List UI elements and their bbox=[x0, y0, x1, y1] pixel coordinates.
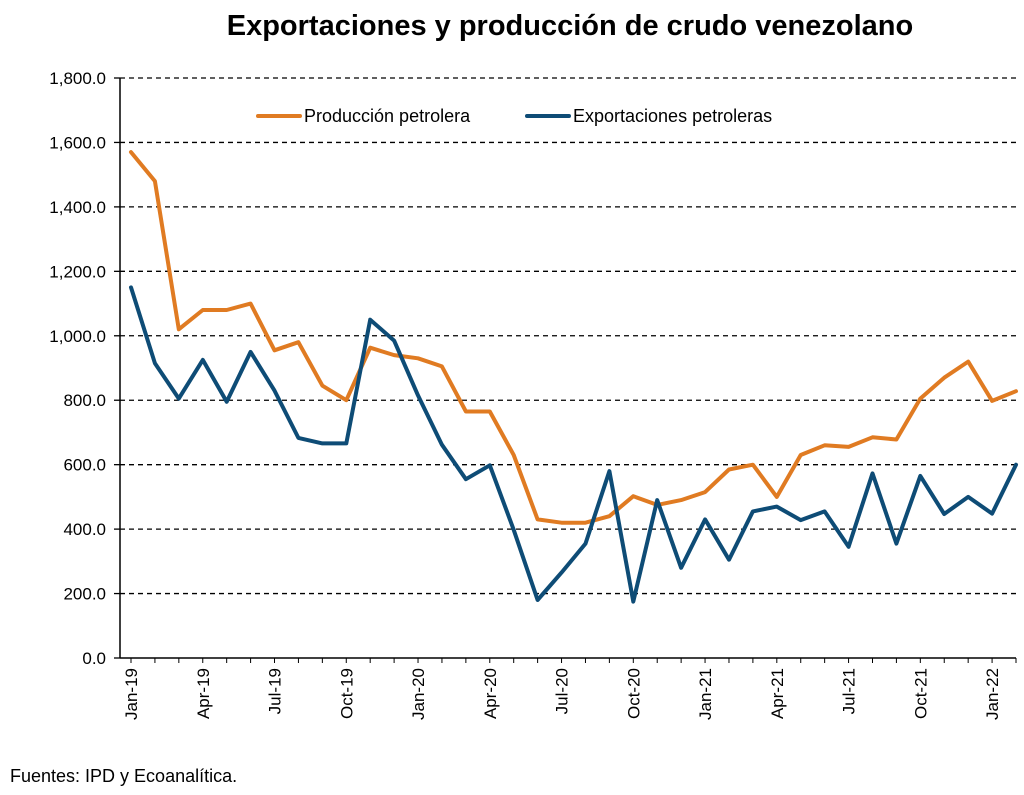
y-axis-ticks: 0.0 200.0 400.0 600.0 800.0 1,000.0 1,200.0 1,4… bbox=[49, 69, 120, 668]
y-tick-label: 1,200.0 bbox=[49, 262, 106, 281]
gridlines bbox=[120, 77, 1016, 595]
legend-label: Exportaciones petroleras bbox=[573, 106, 772, 126]
x-tick-label: Oct-21 bbox=[911, 668, 930, 719]
x-tick-label: Jul-19 bbox=[266, 668, 285, 714]
x-tick-label: Jul-21 bbox=[840, 668, 859, 714]
y-tick-label: 1,400.0 bbox=[49, 198, 106, 217]
x-tick-label: Apr-21 bbox=[768, 668, 787, 719]
series-lines bbox=[129, 150, 1018, 604]
y-tick-label: 200.0 bbox=[63, 585, 106, 604]
x-tick-label: Oct-20 bbox=[624, 668, 643, 719]
y-tick-label: 1,000.0 bbox=[49, 327, 106, 346]
y-tick-label: 400.0 bbox=[63, 520, 106, 539]
legend-label: Producción petrolera bbox=[304, 106, 471, 126]
chart-title: Exportaciones y producción de crudo vene… bbox=[226, 10, 914, 42]
x-tick-label: Jan-22 bbox=[983, 668, 1002, 720]
source-note: Fuentes: IPD y Ecoanalítica. bbox=[10, 766, 238, 786]
y-tick-label: 0.0 bbox=[82, 649, 106, 668]
y-tick-label: 1,800.0 bbox=[49, 69, 106, 88]
x-tick-label: Jan-20 bbox=[409, 668, 428, 720]
x-axis-ticks: Jan-19 Apr-19 Jul-19 Oct-19 Jan-20 Apr-20 Jul-… bbox=[122, 658, 1017, 720]
y-tick-label: 800.0 bbox=[63, 391, 106, 410]
x-tick-label: Oct-19 bbox=[337, 668, 356, 719]
series-line-exportaciones bbox=[129, 285, 1018, 604]
line-chart: 0.0 200.0 400.0 600.0 800.0 1,000.0 1,200.0 1,4… bbox=[49, 69, 1018, 720]
x-tick-label: Jan-21 bbox=[696, 668, 715, 720]
series-line-produccion bbox=[129, 150, 1018, 525]
axes bbox=[119, 78, 1016, 659]
x-tick-label: Apr-20 bbox=[481, 668, 500, 719]
y-tick-label: 600.0 bbox=[63, 456, 106, 475]
x-tick-label: Jan-19 bbox=[122, 668, 141, 720]
x-tick-label: Jul-20 bbox=[553, 668, 572, 714]
legend: Producción petrolera Exportaciones petrol… bbox=[256, 106, 772, 126]
y-tick-label: 1,600.0 bbox=[49, 133, 106, 152]
x-tick-label: Apr-19 bbox=[194, 668, 213, 719]
